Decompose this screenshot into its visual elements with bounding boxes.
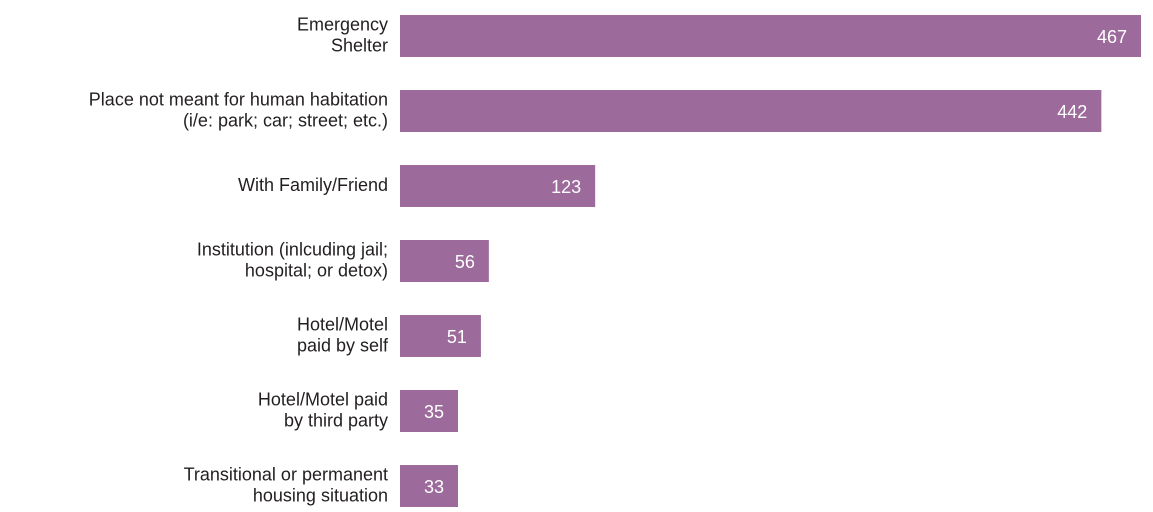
bar — [400, 465, 458, 507]
category-label: Hotel/Motel paid — [258, 389, 388, 409]
category-label: With Family/Friend — [238, 175, 388, 195]
value-label: 123 — [551, 177, 581, 197]
bar — [400, 15, 1141, 57]
value-label: 33 — [424, 477, 444, 497]
category-label: (i/e: park; car; street; etc.) — [183, 110, 388, 130]
category-label: Hotel/Motel — [297, 314, 388, 334]
category-label: paid by self — [297, 335, 389, 355]
bar — [400, 240, 489, 282]
category-label: Institution (inlcuding jail; — [197, 239, 388, 259]
bar — [400, 315, 481, 357]
category-label: by third party — [284, 410, 388, 430]
value-label: 51 — [447, 327, 467, 347]
bar — [400, 390, 458, 432]
value-label: 35 — [424, 402, 444, 422]
category-label: hospital; or detox) — [245, 260, 388, 280]
value-label: 467 — [1097, 27, 1127, 47]
category-label: Place not meant for human habitation — [89, 89, 388, 109]
category-label: Emergency — [297, 14, 388, 34]
category-label: Shelter — [331, 35, 388, 55]
category-label: Transitional or permanent — [184, 464, 388, 484]
bar — [400, 90, 1102, 132]
bar — [400, 165, 596, 207]
value-label: 442 — [1057, 102, 1087, 122]
value-label: 56 — [455, 252, 475, 272]
category-label: housing situation — [253, 485, 388, 505]
